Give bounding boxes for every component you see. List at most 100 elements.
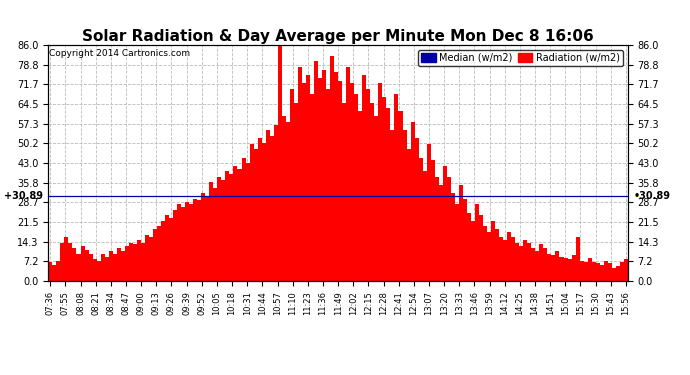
Bar <box>209 182 213 281</box>
Bar <box>511 237 515 281</box>
Bar <box>262 142 266 281</box>
Bar <box>568 259 571 281</box>
Bar <box>109 251 112 281</box>
Bar <box>72 248 77 281</box>
Bar <box>290 89 294 281</box>
Bar <box>161 221 165 281</box>
Bar <box>595 263 600 281</box>
Bar <box>229 174 233 281</box>
Bar <box>535 251 540 281</box>
Bar <box>346 67 351 281</box>
Bar <box>616 266 620 281</box>
Bar <box>112 254 117 281</box>
Bar <box>153 229 157 281</box>
Bar <box>419 158 422 281</box>
Bar <box>201 194 206 281</box>
Bar <box>57 261 61 281</box>
Bar <box>439 185 443 281</box>
Bar <box>266 130 270 281</box>
Bar <box>277 45 282 281</box>
Bar <box>294 103 298 281</box>
Bar <box>378 84 382 281</box>
Bar <box>105 256 109 281</box>
Bar <box>334 72 338 281</box>
Bar <box>221 180 226 281</box>
Bar <box>185 202 189 281</box>
Bar <box>507 232 511 281</box>
Bar <box>302 84 306 281</box>
Bar <box>237 169 242 281</box>
Bar <box>447 177 451 281</box>
Bar <box>560 256 564 281</box>
Bar <box>375 116 378 281</box>
Bar <box>399 111 402 281</box>
Bar <box>624 259 628 281</box>
Bar <box>382 97 386 281</box>
Bar <box>129 243 133 281</box>
Bar <box>197 200 201 281</box>
Bar <box>555 251 560 281</box>
Bar <box>117 248 121 281</box>
Bar <box>145 234 149 281</box>
Bar <box>322 70 326 281</box>
Bar <box>250 144 254 281</box>
Bar <box>575 237 580 281</box>
Bar <box>608 263 612 281</box>
Text: Copyright 2014 Cartronics.com: Copyright 2014 Cartronics.com <box>50 48 190 57</box>
Bar <box>326 89 330 281</box>
Bar <box>426 144 431 281</box>
Bar <box>395 94 399 281</box>
Bar <box>193 199 197 281</box>
Bar <box>246 163 250 281</box>
Bar <box>177 204 181 281</box>
Bar <box>371 103 374 281</box>
Bar <box>206 196 209 281</box>
Bar <box>173 210 177 281</box>
Bar <box>226 171 229 281</box>
Bar <box>81 246 85 281</box>
Bar <box>571 255 575 281</box>
Bar <box>241 158 246 281</box>
Bar <box>351 84 354 281</box>
Text: +30.89: +30.89 <box>3 191 43 201</box>
Bar <box>415 138 419 281</box>
Bar <box>282 116 286 281</box>
Bar <box>48 262 52 281</box>
Bar <box>584 262 588 281</box>
Bar <box>254 149 257 281</box>
Bar <box>217 177 221 281</box>
Bar <box>422 171 426 281</box>
Bar <box>600 265 604 281</box>
Text: •30.89: •30.89 <box>633 191 671 201</box>
Bar <box>88 254 92 281</box>
Bar <box>298 67 302 281</box>
Bar <box>233 166 237 281</box>
Bar <box>310 94 314 281</box>
Title: Solar Radiation & Day Average per Minute Mon Dec 8 16:06: Solar Radiation & Day Average per Minute… <box>82 29 594 44</box>
Bar <box>149 237 153 281</box>
Bar <box>483 226 487 281</box>
Bar <box>61 243 64 281</box>
Bar <box>515 243 520 281</box>
Bar <box>475 204 479 281</box>
Bar <box>527 243 531 281</box>
Bar <box>157 226 161 281</box>
Bar <box>306 75 310 281</box>
Bar <box>97 261 101 281</box>
Bar <box>479 215 483 281</box>
Bar <box>531 248 535 281</box>
Bar <box>342 103 346 281</box>
Bar <box>52 265 57 281</box>
Bar <box>169 218 173 281</box>
Bar <box>270 136 274 281</box>
Bar <box>580 261 584 281</box>
Bar <box>564 258 567 281</box>
Bar <box>274 124 277 281</box>
Bar <box>386 108 391 281</box>
Bar <box>467 213 471 281</box>
Bar <box>491 221 495 281</box>
Bar <box>77 254 81 281</box>
Bar <box>318 78 322 281</box>
Bar <box>551 255 555 281</box>
Bar <box>431 160 435 281</box>
